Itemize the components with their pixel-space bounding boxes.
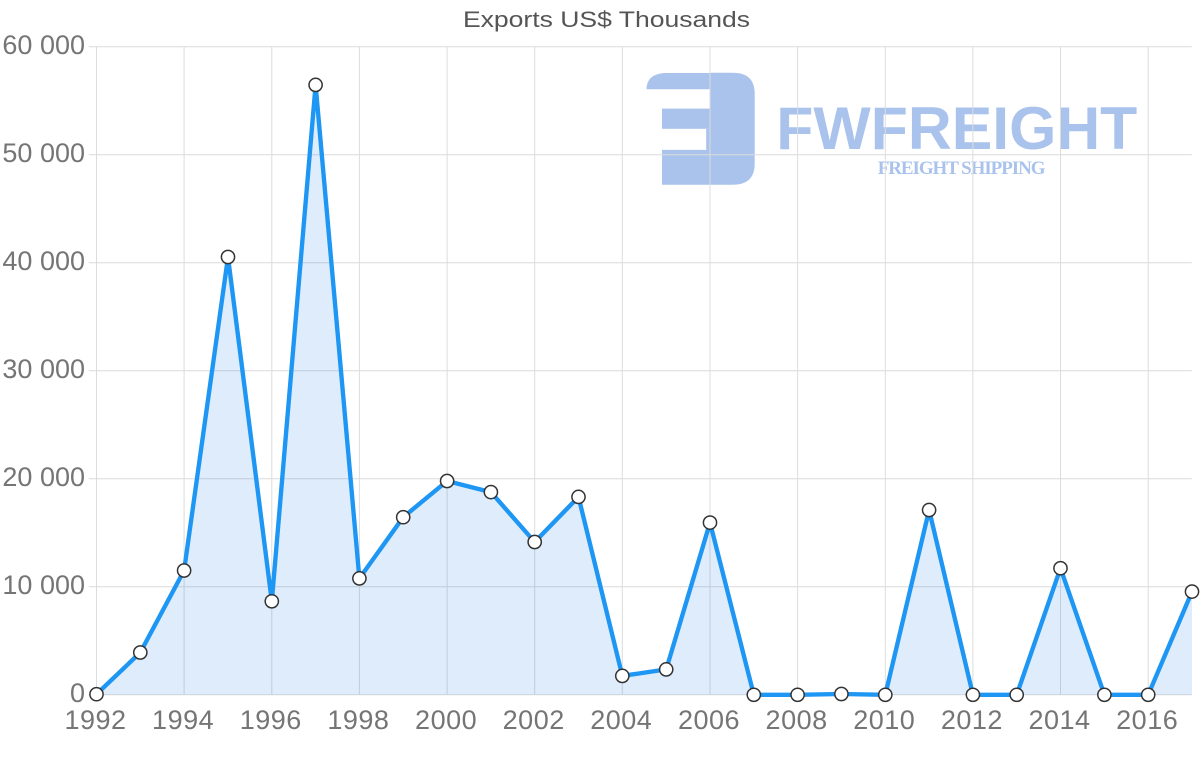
svg-text:2000: 2000 — [415, 705, 477, 735]
svg-text:40 000: 40 000 — [2, 246, 85, 276]
svg-text:1994: 1994 — [152, 705, 214, 735]
svg-text:2006: 2006 — [678, 705, 740, 735]
svg-text:1996: 1996 — [240, 705, 302, 735]
svg-text:2016: 2016 — [1116, 705, 1178, 735]
svg-text:20 000: 20 000 — [2, 462, 85, 492]
svg-text:2008: 2008 — [766, 705, 828, 735]
svg-text:30 000: 30 000 — [2, 354, 85, 384]
svg-text:FREIGHT SHIPPING: FREIGHT SHIPPING — [878, 158, 1046, 179]
svg-text:2002: 2002 — [503, 705, 565, 735]
svg-text:60 000: 60 000 — [2, 30, 85, 60]
svg-text:2010: 2010 — [853, 705, 915, 735]
svg-text:0: 0 — [70, 678, 85, 708]
svg-text:1992: 1992 — [64, 705, 126, 735]
svg-text:2012: 2012 — [941, 705, 1003, 735]
svg-text:Exports US$ Thousands: Exports US$ Thousands — [463, 8, 750, 33]
svg-text:FWFREIGHT: FWFREIGHT — [776, 95, 1137, 162]
svg-text:50 000: 50 000 — [2, 138, 85, 168]
svg-text:2004: 2004 — [590, 705, 652, 735]
svg-text:1998: 1998 — [327, 705, 389, 735]
svg-text:10 000: 10 000 — [2, 570, 85, 600]
svg-text:2014: 2014 — [1028, 705, 1090, 735]
